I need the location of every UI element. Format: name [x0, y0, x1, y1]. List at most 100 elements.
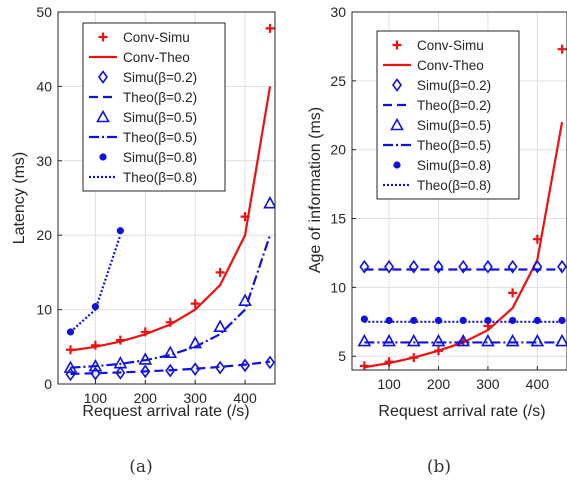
legend-swatch [392, 78, 402, 92]
data-point [382, 333, 396, 347]
y-tick-label: 50 [36, 4, 52, 20]
data-point [433, 259, 444, 274]
data-point [557, 259, 567, 274]
data-point [265, 355, 275, 370]
legend-label: Simu(β=0.8) [417, 158, 491, 173]
y-tick-label: 25 [330, 73, 346, 89]
x-tick-label: 100 [377, 376, 401, 392]
data-point [115, 365, 126, 380]
series-line [70, 360, 271, 376]
data-point [458, 259, 469, 274]
chart-b-frame [351, 11, 567, 371]
chart-a: 100 200 300 400 0 10 20 30 40 50 Latency (ms) Req… [11, 4, 276, 477]
data-point [215, 267, 225, 277]
series-line [70, 86, 272, 352]
chart-a-data [63, 23, 275, 382]
data-point [508, 288, 518, 298]
data-point [265, 23, 275, 33]
data-point [530, 333, 545, 347]
legend-swatch [390, 117, 404, 131]
y-tick-label: 15 [330, 211, 346, 227]
data-point [359, 259, 370, 274]
chart-a-legend: Conv-Simu Conv-Theo Simu(β=0.2) Theo(β=0.2)… [82, 22, 226, 192]
data-point [113, 356, 128, 369]
x-tick-label: 200 [427, 376, 451, 392]
chart-b-legend: Conv-Simu Conv-Theo Simu(β=0.2) Theo(β=0.2)… [376, 30, 520, 200]
legend-label: Simu(β=0.5) [417, 118, 491, 133]
data-point [482, 259, 493, 274]
legend-label: Simu(β=0.5) [123, 110, 197, 125]
x-tick-label: 300 [476, 376, 500, 392]
data-point [165, 363, 176, 378]
legend-swatch [96, 109, 110, 123]
y-tick-label: 20 [36, 227, 52, 243]
data-point [434, 316, 443, 325]
y-tick-label: 40 [36, 78, 52, 94]
chart-a-ylabel: Latency (ms) [11, 152, 28, 244]
chart-a-caption: (a) [129, 457, 152, 477]
data-point [533, 316, 541, 325]
legend-label: Theo(β=0.5) [123, 130, 197, 145]
legend-label: Conv-Theo [417, 58, 484, 73]
data-point [140, 364, 151, 379]
legend-swatch [98, 32, 108, 42]
chart-a-frame [57, 11, 276, 385]
data-point [557, 44, 567, 54]
legend-label: Conv-Simu [417, 38, 484, 53]
data-point [384, 259, 395, 274]
legend-box [82, 22, 226, 192]
data-point [555, 333, 567, 347]
y-tick-label: 10 [36, 302, 52, 318]
legend-label: Theo(β=0.2) [123, 90, 197, 105]
y-tick-label: 0 [44, 376, 52, 392]
legend-swatch [99, 153, 107, 161]
legend-label: Simu(β=0.8) [123, 150, 197, 165]
x-tick-label: 400 [526, 376, 550, 392]
chart-b-data [357, 44, 567, 370]
data-point [509, 316, 517, 325]
legend-label: Simu(β=0.2) [417, 78, 491, 93]
data-point [558, 316, 566, 325]
data-point [385, 316, 393, 325]
data-point [240, 358, 251, 373]
y-tick-label: 20 [330, 142, 346, 158]
x-tick-label: 100 [84, 390, 108, 406]
legend-box [376, 30, 520, 200]
legend-label: Conv-Simu [123, 30, 190, 45]
data-point [507, 259, 518, 274]
legend-label: Theo(β=0.2) [417, 98, 491, 113]
data-point [263, 196, 275, 209]
legend-label: Conv-Theo [123, 50, 190, 65]
data-point [163, 345, 178, 359]
chart-a-ticks: 100 200 300 400 0 10 20 30 40 50 [36, 4, 257, 406]
data-point [190, 299, 200, 309]
data-point [505, 333, 520, 347]
data-point [484, 316, 492, 325]
data-point [408, 259, 419, 274]
legend-swatch [393, 161, 401, 169]
y-tick-label: 5 [338, 348, 346, 364]
chart-b: 100 200 300 400 5 10 15 20 25 30 Age of informati… [307, 4, 567, 477]
data-point [213, 319, 227, 333]
data-point [406, 333, 421, 347]
chart-a-xlabel: Request arrival rate (/s) [82, 403, 249, 420]
data-point [532, 259, 543, 274]
data-point [456, 333, 471, 347]
x-tick-label: 200 [134, 390, 158, 406]
legend-swatch [98, 70, 108, 84]
y-tick-label: 30 [330, 4, 346, 20]
data-point [116, 227, 124, 235]
data-point [90, 366, 101, 381]
chart-b-ticks: 100 200 300 400 5 10 15 20 25 30 [330, 4, 549, 392]
y-tick-label: 30 [36, 153, 52, 169]
legend-label: Theo(β=0.8) [123, 170, 197, 185]
series-line [69, 234, 122, 333]
chart-b-ylabel: Age of information (ms) [307, 107, 324, 273]
data-point [357, 333, 372, 347]
legend-label: Theo(β=0.5) [417, 138, 491, 153]
chart-b-xlabel: Request arrival rate (/s) [378, 403, 545, 420]
x-tick-label: 300 [184, 390, 208, 406]
data-point [459, 316, 467, 325]
data-point [190, 362, 201, 376]
